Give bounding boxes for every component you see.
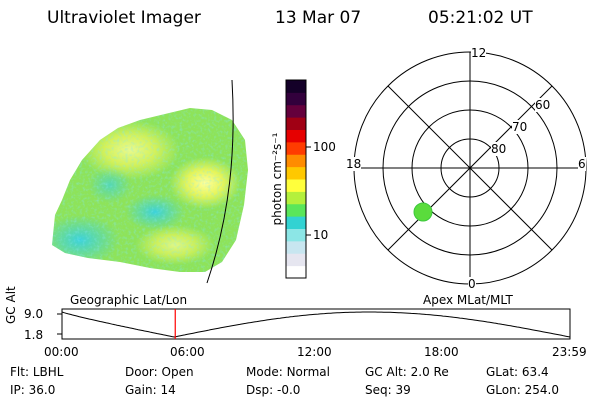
colorbar-swatch [286,154,306,168]
colorbar-swatch [286,104,306,118]
mlt-label-12: 12 [471,46,487,60]
colorbar-swatch [286,80,306,93]
colorbar-swatch [286,265,306,279]
mlat-label-70: 70 [512,120,528,134]
colorbar-swatch [286,240,306,254]
mlt-label-0: 0 [468,277,476,291]
info-gain: Gain: 14 [125,383,176,397]
colorbar-swatch [286,117,306,130]
info-ip: IP: 36.0 [10,383,56,397]
colorbar-swatch [286,141,306,155]
polar-emission-spot [413,202,433,222]
projection-label-geographic: Geographic Lat/Lon [70,293,188,307]
info-mode: Mode: Normal [246,365,330,379]
altitude-xtick-4: 23:59 [552,345,587,359]
time-label: 05:21:02 UT [428,8,533,28]
instrument-title: Ultraviolet Imager [47,8,201,28]
altitude-xtick-0: 00:00 [44,345,79,359]
mlat-label-80: 80 [491,142,507,156]
terminator-line [206,79,234,284]
info-gc-alt: GC Alt: 2.0 Re [365,365,449,379]
colorbar-swatch [286,179,306,192]
colorbar-swatches [286,80,306,279]
mlt-label-6: 6 [578,157,586,171]
info-glat: GLat: 63.4 [486,365,549,379]
altitude-curve [61,311,571,338]
altitude-xtick-2: 12:00 [297,345,332,359]
polar-diag-2 [387,85,553,251]
mlt-label-18: 18 [346,157,362,171]
info-dsp: Dsp: -0.0 [246,383,301,397]
colorbar-swatch [286,191,306,205]
mlat-label-60: 60 [535,98,551,112]
altitude-plot-frame [61,308,571,340]
colorbar-tick-10: 10 [313,228,329,242]
colorbar-swatch [286,92,306,106]
info-seq: Seq: 39 [365,383,411,397]
colorbar-swatch [286,216,306,229]
altitude-ytick-top: 9.0 [24,307,44,321]
date-label: 13 Mar 07 [275,8,362,28]
colorbar-swatch [286,166,306,180]
altitude-ylabel: GC Alt [4,286,18,324]
info-filter: Flt: LBHL [10,365,64,379]
projection-label-apex: Apex MLat/MLT [423,293,513,307]
colorbar-tick-100: 100 [313,140,336,154]
altitude-xtick-3: 18:00 [424,345,459,359]
colorbar-swatch [286,129,306,143]
altitude-xtick-1: 06:00 [170,345,205,359]
info-glon: GLon: 254.0 [486,383,559,397]
colorbar-swatch [286,253,306,267]
colorbar-swatch [286,228,306,242]
colorbar-swatch [286,203,306,217]
info-door: Door: Open [125,365,194,379]
altitude-ytick-bottom: 1.8 [24,328,44,342]
